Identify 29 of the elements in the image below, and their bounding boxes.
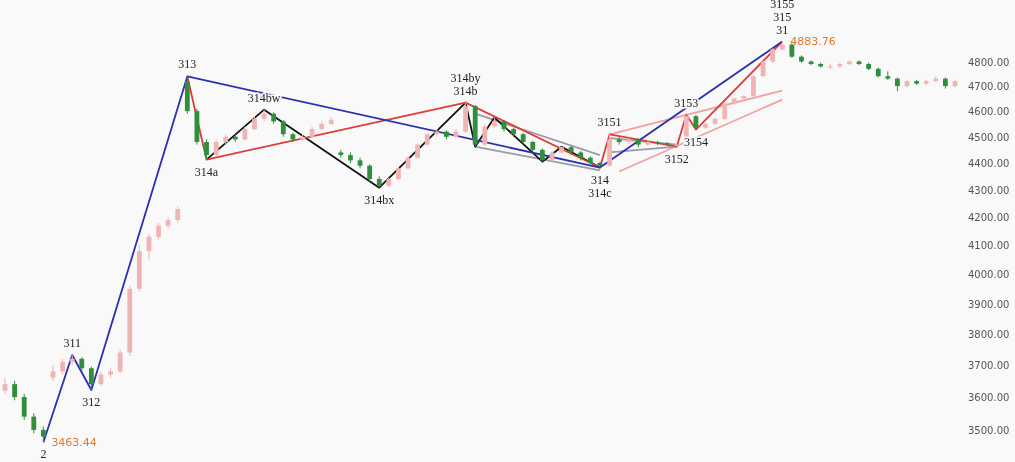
annotation: 314a bbox=[194, 164, 219, 179]
y-tick-label: 4400.00 bbox=[968, 158, 1010, 170]
annotation: 314 314c bbox=[588, 172, 612, 200]
y-tick-label: 4200.00 bbox=[968, 212, 1010, 224]
y-tick-label: 4600.00 bbox=[968, 106, 1010, 118]
y-tick-label: 3500.00 bbox=[968, 424, 1010, 436]
annotation: 2 bbox=[40, 447, 47, 462]
annotation: 3154 bbox=[683, 134, 708, 149]
y-tick-label: 4300.00 bbox=[968, 184, 1010, 196]
y-tick-label: 3900.00 bbox=[968, 298, 1010, 310]
y-tick-label: 4100.00 bbox=[968, 240, 1010, 252]
y-tick-label: 3600.00 bbox=[968, 392, 1010, 404]
annotation: 3152 bbox=[664, 151, 689, 166]
y-tick-label: 4000.00 bbox=[968, 269, 1010, 281]
annotation: 313 bbox=[178, 57, 197, 72]
y-tick-label: 4500.00 bbox=[968, 131, 1010, 143]
annotation: 311 bbox=[63, 336, 81, 351]
annotation: 314bx bbox=[364, 192, 395, 207]
annotation: 3155 315 31 bbox=[770, 0, 795, 37]
y-tick-label: 4700.00 bbox=[968, 81, 1010, 93]
annotation: 314by 314b bbox=[450, 70, 481, 98]
y-tick-label: 3800.00 bbox=[968, 328, 1010, 340]
annotation: 4883.76 bbox=[790, 35, 836, 49]
annotation: 3151 bbox=[597, 115, 622, 130]
y-tick-label: 3700.00 bbox=[968, 360, 1010, 372]
annotation: 312 bbox=[82, 394, 101, 409]
y-tick-label: 4800.00 bbox=[968, 56, 1010, 68]
annotation: 3463.44 bbox=[51, 436, 97, 450]
annotation: 314bw bbox=[247, 90, 281, 105]
